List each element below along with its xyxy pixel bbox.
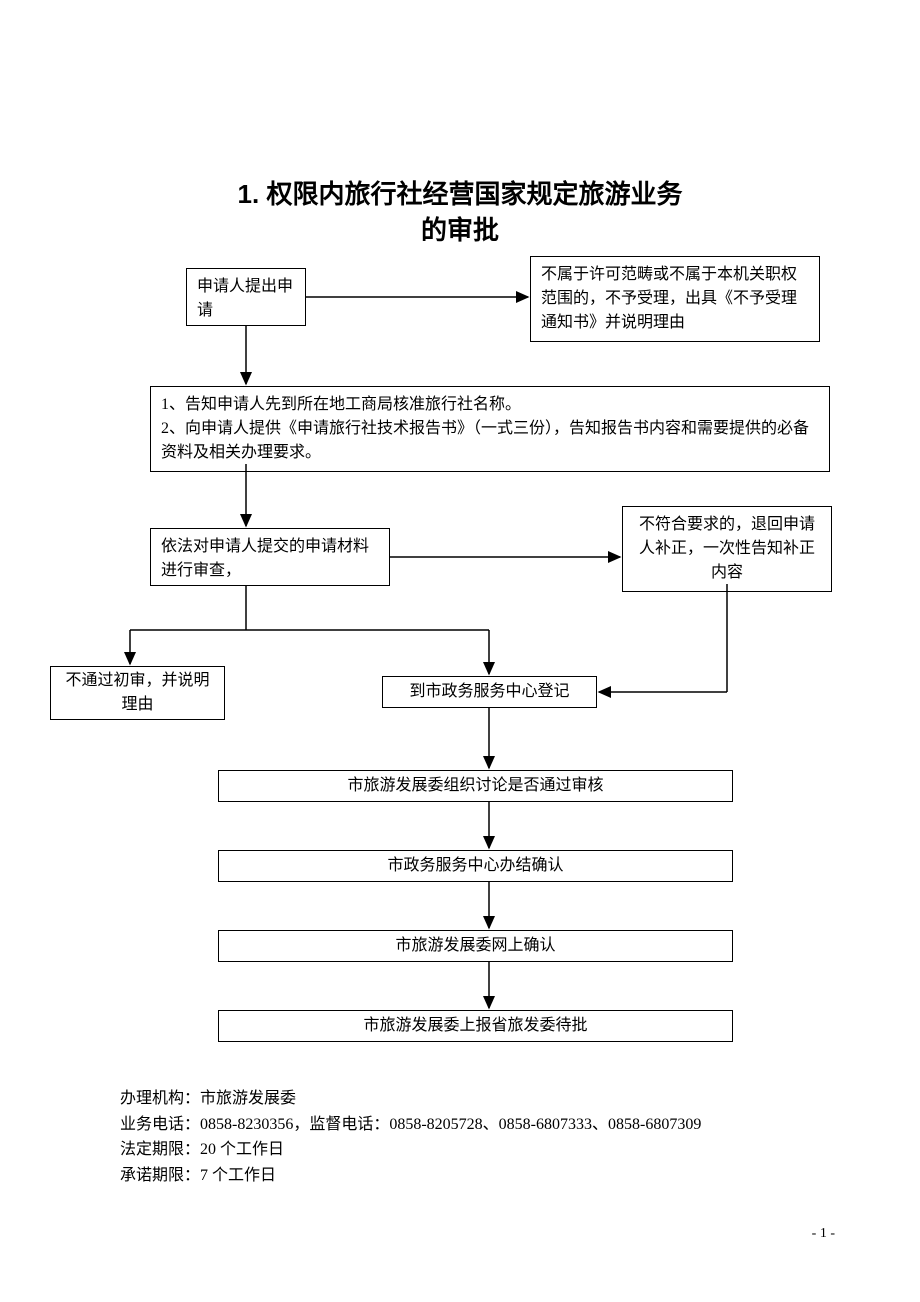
node-review-materials: 依法对申请人提交的申请材料进行审查， [150, 528, 390, 586]
node-return-for-correction: 不符合要求的，退回申请人补正，一次性告知补正内容 [622, 506, 832, 592]
node-committee-discuss: 市旅游发展委组织讨论是否通过审核 [218, 770, 733, 802]
page-number: - 1 - [812, 1226, 835, 1242]
info-agency: 办理机构：市旅游发展委 [120, 1086, 701, 1112]
node-applicant-submit: 申请人提出申请 [186, 268, 306, 326]
info-phone: 业务电话：0858-8230356，监督电话：0858-8205728、0858… [120, 1112, 701, 1138]
node-service-center-confirm: 市政务服务中心办结确认 [218, 850, 733, 882]
node-online-confirm: 市旅游发展委网上确认 [218, 930, 733, 962]
info-legal-deadline: 法定期限：20 个工作日 [120, 1137, 701, 1163]
node-submit-to-province: 市旅游发展委上报省旅发委待批 [218, 1010, 733, 1042]
page-title-line2: 的审批 [0, 210, 920, 247]
node-inform-requirements: 1、告知申请人先到所在地工商局核准旅行社名称。 2、向申请人提供《申请旅行社技术… [150, 386, 830, 472]
page-title-line1: 1. 权限内旅行社经营国家规定旅游业务 [0, 174, 920, 211]
info-promise-deadline: 承诺期限：7 个工作日 [120, 1163, 701, 1189]
node-register-service-center: 到市政务服务中心登记 [382, 676, 597, 708]
node-reject-out-of-scope: 不属于许可范畴或不属于本机关职权范围的，不予受理，出具《不予受理通知书》并说明理… [530, 256, 820, 342]
node-fail-initial-review: 不通过初审，并说明理由 [50, 666, 225, 720]
info-block: 办理机构：市旅游发展委 业务电话：0858-8230356，监督电话：0858-… [120, 1086, 701, 1188]
